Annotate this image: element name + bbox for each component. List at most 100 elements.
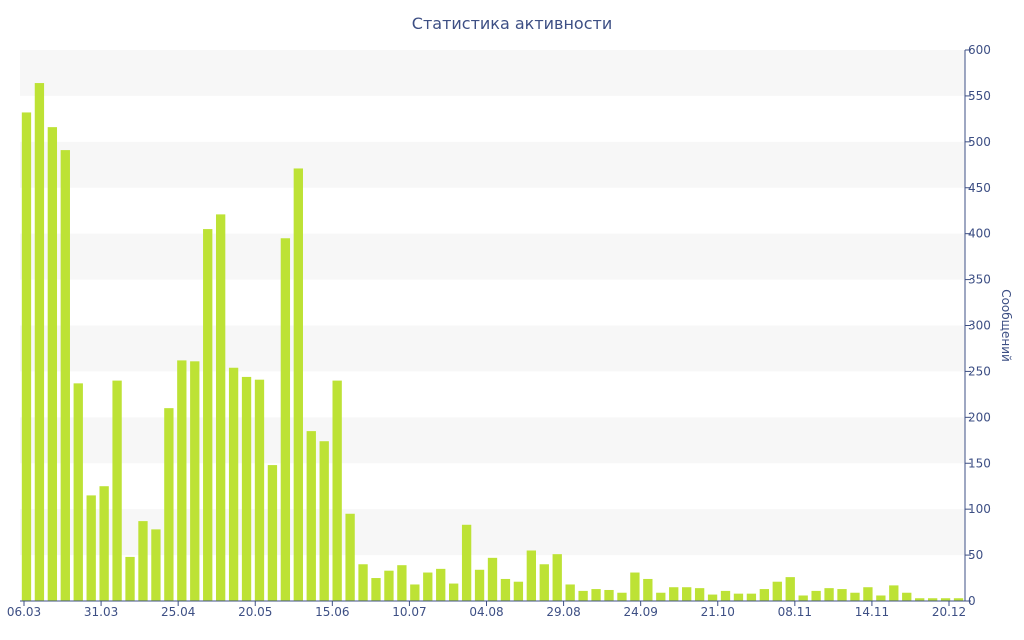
bar[interactable] <box>397 565 407 601</box>
x-tick-label: 21.10 <box>701 605 735 619</box>
x-tick-label: 04.08 <box>469 605 503 619</box>
bar[interactable] <box>539 564 549 601</box>
bar[interactable] <box>487 557 498 601</box>
bar[interactable] <box>927 598 938 601</box>
bar[interactable] <box>500 578 511 601</box>
bar[interactable] <box>604 589 614 601</box>
bar[interactable] <box>241 376 252 601</box>
bar[interactable] <box>164 408 174 601</box>
bar[interactable] <box>332 380 342 601</box>
bar[interactable] <box>526 550 536 601</box>
bar[interactable] <box>177 360 187 601</box>
bar[interactable] <box>863 587 873 601</box>
bar[interactable] <box>656 592 666 601</box>
bar[interactable] <box>306 431 316 601</box>
y-tick-label: 400 <box>968 227 991 241</box>
bar[interactable] <box>953 598 964 601</box>
bar[interactable] <box>811 590 821 601</box>
bar[interactable] <box>578 590 588 601</box>
bar[interactable] <box>21 112 32 602</box>
bar[interactable] <box>384 570 394 601</box>
bar[interactable] <box>940 598 951 601</box>
x-tick-label: 20.12 <box>932 605 966 619</box>
bar[interactable] <box>798 595 808 601</box>
y-tick-label: 200 <box>968 410 991 424</box>
bar[interactable] <box>720 590 731 601</box>
bar[interactable] <box>850 592 860 601</box>
bar[interactable] <box>358 564 368 601</box>
y-tick-label: 600 <box>968 43 991 57</box>
bar[interactable] <box>552 554 562 601</box>
bar[interactable] <box>125 556 135 601</box>
bar[interactable] <box>694 588 705 601</box>
bar[interactable] <box>99 486 109 601</box>
bar[interactable] <box>190 361 200 601</box>
bar[interactable] <box>449 583 459 601</box>
bar[interactable] <box>151 529 161 601</box>
bar[interactable] <box>461 524 472 601</box>
y-tick-label: 100 <box>968 502 991 516</box>
x-tick-label: 06.03 <box>7 605 41 619</box>
bar[interactable] <box>902 592 912 601</box>
bar[interactable] <box>371 578 381 601</box>
bar[interactable] <box>915 598 925 601</box>
bar[interactable] <box>34 83 45 601</box>
bar[interactable] <box>215 214 226 602</box>
x-tick-label: 10.07 <box>392 605 426 619</box>
bar[interactable] <box>513 581 524 601</box>
bar[interactable] <box>112 380 122 601</box>
bar[interactable] <box>410 584 420 601</box>
bar[interactable] <box>267 465 278 601</box>
bar[interactable] <box>423 572 433 601</box>
bar[interactable] <box>228 367 239 601</box>
bar[interactable] <box>837 589 847 601</box>
y-tick-label: 0 <box>968 594 976 608</box>
grid-band <box>20 50 965 96</box>
x-tick-label: 20.05 <box>238 605 272 619</box>
bar[interactable] <box>591 589 601 601</box>
x-tick-label: 14.11 <box>855 605 889 619</box>
bar[interactable] <box>733 593 744 601</box>
bar[interactable] <box>759 589 770 601</box>
bar[interactable] <box>617 592 627 601</box>
bar[interactable] <box>474 569 485 601</box>
bar[interactable] <box>138 521 148 601</box>
bar[interactable] <box>47 127 58 601</box>
grid-band <box>20 325 965 372</box>
bar[interactable] <box>746 593 757 601</box>
y-tick-label: 300 <box>968 319 991 333</box>
bar[interactable] <box>73 383 83 601</box>
y-tick-label: 50 <box>968 548 983 562</box>
bar[interactable] <box>280 238 291 601</box>
bar[interactable] <box>86 495 96 601</box>
bar[interactable] <box>785 577 795 601</box>
bar[interactable] <box>682 587 692 601</box>
bar[interactable] <box>203 229 213 601</box>
bar[interactable] <box>669 587 679 601</box>
y-tick-label: 150 <box>968 456 991 470</box>
bar[interactable] <box>345 513 355 601</box>
bar[interactable] <box>876 595 886 601</box>
x-tick-label: 29.08 <box>546 605 580 619</box>
bar[interactable] <box>889 585 899 601</box>
bar[interactable] <box>630 572 640 601</box>
y-tick-label: 500 <box>968 135 991 149</box>
grid-band <box>20 233 965 280</box>
y-tick-label: 550 <box>968 89 991 103</box>
bar[interactable] <box>319 441 329 601</box>
bar[interactable] <box>824 588 834 601</box>
bar[interactable] <box>293 168 303 601</box>
x-tick-label: 31.03 <box>84 605 118 619</box>
y-axis-title: Сообщений <box>999 289 1013 362</box>
bar[interactable] <box>565 584 575 601</box>
background-bands <box>20 50 965 556</box>
bar[interactable] <box>60 150 70 601</box>
bar[interactable] <box>436 568 446 601</box>
x-axis: 06.03 31.03 25.04 20.05 15.06 10.07 04.08 29.08… <box>7 600 966 619</box>
bar[interactable] <box>254 379 265 601</box>
bar[interactable] <box>707 594 718 601</box>
bar[interactable] <box>772 581 782 601</box>
bar[interactable] <box>643 578 653 601</box>
